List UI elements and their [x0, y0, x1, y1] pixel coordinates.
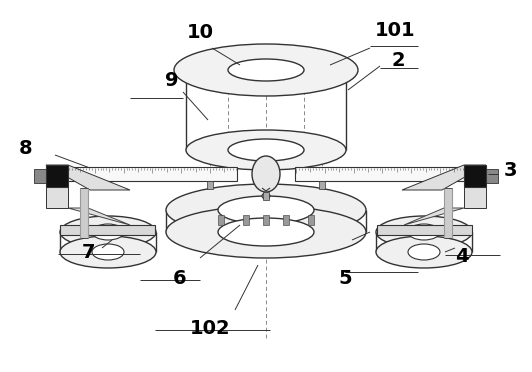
- Polygon shape: [46, 187, 68, 208]
- Ellipse shape: [60, 236, 156, 268]
- Polygon shape: [404, 208, 464, 225]
- Bar: [308, 215, 314, 225]
- Bar: [484, 169, 498, 183]
- Bar: [243, 215, 249, 225]
- Bar: [80, 188, 88, 238]
- Bar: [283, 215, 289, 225]
- Bar: [464, 165, 486, 187]
- Ellipse shape: [174, 44, 358, 96]
- Bar: [263, 192, 269, 200]
- Ellipse shape: [218, 196, 314, 224]
- Text: 2: 2: [391, 51, 405, 70]
- Ellipse shape: [60, 216, 156, 248]
- Text: 3: 3: [503, 160, 517, 180]
- Text: 4: 4: [455, 247, 469, 266]
- Text: 7: 7: [81, 243, 95, 262]
- Text: 8: 8: [19, 138, 33, 157]
- Ellipse shape: [376, 236, 472, 268]
- Text: 102: 102: [190, 318, 230, 337]
- Polygon shape: [464, 187, 486, 208]
- Ellipse shape: [186, 130, 346, 170]
- Ellipse shape: [376, 216, 472, 248]
- Text: 6: 6: [173, 269, 187, 288]
- Bar: [65, 167, 237, 181]
- Ellipse shape: [228, 139, 304, 161]
- Polygon shape: [68, 208, 130, 225]
- Ellipse shape: [408, 224, 440, 240]
- Ellipse shape: [166, 184, 366, 236]
- Ellipse shape: [166, 206, 366, 258]
- Bar: [34, 169, 48, 183]
- Bar: [295, 167, 467, 181]
- Bar: [207, 181, 213, 189]
- Bar: [218, 215, 224, 225]
- Ellipse shape: [92, 244, 124, 260]
- Text: 5: 5: [338, 269, 352, 288]
- Polygon shape: [60, 225, 155, 235]
- Bar: [319, 181, 325, 189]
- Ellipse shape: [408, 244, 440, 260]
- Ellipse shape: [218, 218, 314, 246]
- Polygon shape: [402, 165, 486, 190]
- Bar: [263, 215, 269, 225]
- Bar: [46, 165, 68, 187]
- Ellipse shape: [228, 59, 304, 81]
- Text: 101: 101: [375, 20, 415, 39]
- Polygon shape: [377, 225, 472, 235]
- Ellipse shape: [252, 156, 280, 192]
- Bar: [444, 188, 452, 238]
- Text: 10: 10: [187, 22, 213, 42]
- Polygon shape: [46, 165, 130, 190]
- Ellipse shape: [262, 193, 270, 199]
- Text: 9: 9: [165, 71, 179, 90]
- Ellipse shape: [92, 224, 124, 240]
